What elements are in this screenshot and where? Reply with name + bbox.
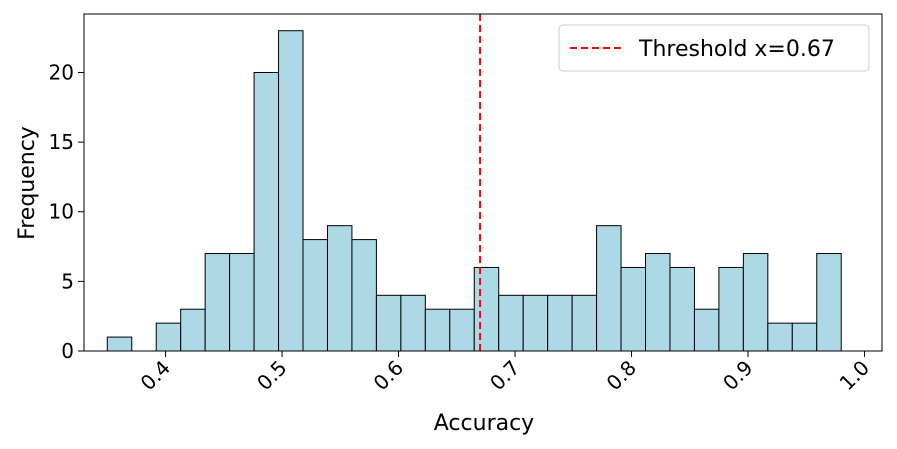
x-tick-label: 0.6 [369,356,408,395]
histogram-bar [278,30,304,352]
histogram-bar [718,266,744,352]
histogram-bar [253,71,280,352]
histogram-bar [791,322,818,352]
histogram-bar [645,253,671,352]
x-tick-label: 1.0 [835,356,874,395]
histogram-bar [180,308,206,352]
histogram-bar [498,294,524,352]
histogram-bar [229,253,255,352]
legend: Threshold x=0.67 [558,24,870,72]
histogram-bar [693,308,720,352]
histogram-bar [204,253,231,352]
histogram-bar [473,266,500,352]
histogram-bar [596,225,622,352]
x-tick-label: 0.8 [602,356,641,395]
legend-box [558,24,870,72]
y-tick-label: 0 [61,339,74,363]
histogram-bar [326,225,353,352]
y-tick-label: 15 [49,130,74,154]
histogram-bar [424,308,451,352]
y-tick-label: 5 [61,269,74,293]
y-tick-label: 20 [49,60,74,84]
x-axis: 0.4 0.5 0.6 0.7 0.8 0.9 1.0 [136,351,874,395]
bars-layer [106,30,842,352]
histogram-bar [351,239,377,352]
legend-threshold-label: Threshold x=0.67 [638,37,835,62]
x-tick-label: 0.5 [252,356,291,395]
histogram-bar [522,294,549,352]
histogram-bar [767,322,793,352]
histogram-bar [816,253,842,352]
y-axis-label: Frequency [15,126,40,240]
histogram-bar [669,266,695,352]
histogram-bar [449,308,475,352]
x-tick-label: 0.9 [718,356,757,395]
y-tick-label: 10 [49,200,74,224]
histogram-bar [302,239,328,352]
x-tick-label: 0.4 [136,356,175,395]
y-axis: 0 5 10 15 20 [49,60,84,363]
histogram-bar [106,336,133,352]
plot-frame [83,13,883,352]
histogram-bar [742,253,769,352]
histogram-bar [620,266,647,352]
x-tick-label: 0.7 [485,356,524,395]
histogram-bar [571,294,598,352]
histogram-bar [400,294,426,352]
histogram-bar [155,322,182,352]
histogram-bar [375,294,402,352]
x-axis-label: Accuracy [434,411,534,436]
histogram-bar [547,294,573,352]
